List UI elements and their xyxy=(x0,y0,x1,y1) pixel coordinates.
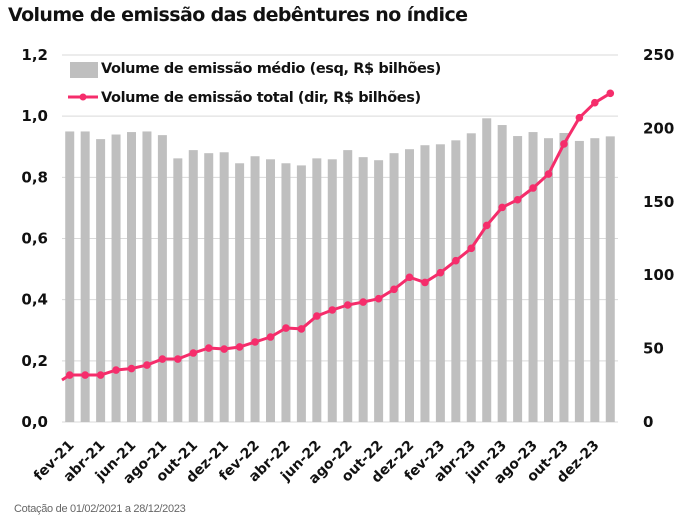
bar xyxy=(80,131,90,423)
line-point xyxy=(575,113,584,122)
bar xyxy=(204,153,214,423)
line-point xyxy=(127,364,136,373)
line-point xyxy=(467,244,476,253)
bar xyxy=(544,138,553,423)
bar xyxy=(281,163,291,422)
line-point xyxy=(235,343,244,351)
bar xyxy=(528,132,538,422)
line-point xyxy=(452,256,460,265)
line-point xyxy=(374,294,383,303)
chart-title: Volume de emissão das debêntures no índi… xyxy=(8,4,468,26)
line-point xyxy=(359,298,367,306)
y-right-tick-label: 250 xyxy=(643,46,674,64)
line-point xyxy=(174,355,182,363)
bar xyxy=(343,150,353,422)
y-right-tick-label: 150 xyxy=(643,193,674,211)
gridlines xyxy=(62,54,618,423)
bar xyxy=(65,131,75,423)
line-point xyxy=(591,98,599,107)
bar xyxy=(435,144,445,422)
bar xyxy=(451,140,461,422)
y-left-tick-label: 1,0 xyxy=(21,107,48,125)
y-right-tick-label: 100 xyxy=(643,266,674,284)
line-point xyxy=(189,349,198,357)
bar xyxy=(157,135,167,422)
line-point xyxy=(282,324,290,332)
y-left-tick-label: 0,6 xyxy=(21,230,48,248)
bar xyxy=(173,158,183,422)
line-point xyxy=(436,268,445,277)
line-point xyxy=(143,361,151,369)
line-point xyxy=(313,312,321,320)
y-right-tick-label: 0 xyxy=(643,413,653,431)
line-point xyxy=(158,355,167,363)
bar xyxy=(111,134,121,422)
line-point xyxy=(328,306,337,314)
bar xyxy=(497,125,507,423)
bar xyxy=(235,163,245,422)
left-axis: 0,0 0,2 0,4 0,6 0,8 1,0 1,2 xyxy=(21,46,48,431)
bar xyxy=(296,165,306,423)
y-left-tick-label: 0,4 xyxy=(21,291,48,309)
legend-bar-label: Volume de emissão médio (esq, R$ bilhões… xyxy=(101,61,441,77)
line-point xyxy=(266,333,275,341)
bar xyxy=(219,152,229,422)
line-point xyxy=(81,371,89,379)
line-point xyxy=(529,184,537,192)
bar xyxy=(513,136,523,422)
y-left-tick-label: 0,0 xyxy=(21,413,48,431)
y-left-tick-label: 1,2 xyxy=(21,46,48,64)
line-point xyxy=(421,278,429,287)
footnote: Cotação de 01/02/2021 a 28/12/2023 xyxy=(14,503,186,515)
line-point xyxy=(204,344,213,352)
bar xyxy=(188,150,198,422)
bar xyxy=(312,158,322,422)
bar-series xyxy=(65,118,615,423)
bar xyxy=(266,159,275,422)
y-left-tick-label: 0,2 xyxy=(21,352,48,370)
bar xyxy=(327,159,337,422)
legend-line-label: Volume de emissão total (dir, R$ bilhões… xyxy=(101,90,421,106)
bar xyxy=(142,131,152,423)
line-point xyxy=(390,285,398,294)
line-point xyxy=(513,195,522,204)
bar xyxy=(559,132,569,423)
bar xyxy=(96,139,106,422)
bar xyxy=(574,140,584,423)
bar xyxy=(358,157,368,423)
line-point xyxy=(297,325,306,333)
legend-bar-swatch xyxy=(70,62,98,78)
line-point xyxy=(482,221,491,230)
legend-line-marker xyxy=(79,93,87,101)
right-axis: 0 50 100 150 200 250 xyxy=(643,46,674,431)
y-right-tick-label: 50 xyxy=(643,340,664,358)
bar xyxy=(482,118,492,423)
y-right-tick-label: 200 xyxy=(643,119,674,137)
line-point xyxy=(343,301,352,309)
line-point xyxy=(544,170,553,178)
bar xyxy=(250,156,260,422)
line-point xyxy=(112,366,120,374)
bar xyxy=(466,133,476,422)
legend: Volume de emissão médio (esq, R$ bilhões… xyxy=(68,61,441,106)
x-axis: fev-21abr-21jun-21ago-21out-21dez-21fev-… xyxy=(31,438,603,488)
line-point xyxy=(220,345,228,353)
line-point xyxy=(251,338,259,346)
y-left-tick-label: 0,8 xyxy=(21,168,48,186)
bar xyxy=(374,160,384,422)
bar xyxy=(405,149,414,423)
line-point xyxy=(96,371,105,379)
bar xyxy=(590,138,600,423)
line-point xyxy=(65,371,74,379)
bar xyxy=(605,136,615,422)
line-series xyxy=(61,89,615,382)
line-point xyxy=(606,89,615,98)
line-point xyxy=(498,203,506,212)
line-point xyxy=(405,273,414,282)
line-point xyxy=(560,140,568,148)
bar xyxy=(127,132,136,422)
